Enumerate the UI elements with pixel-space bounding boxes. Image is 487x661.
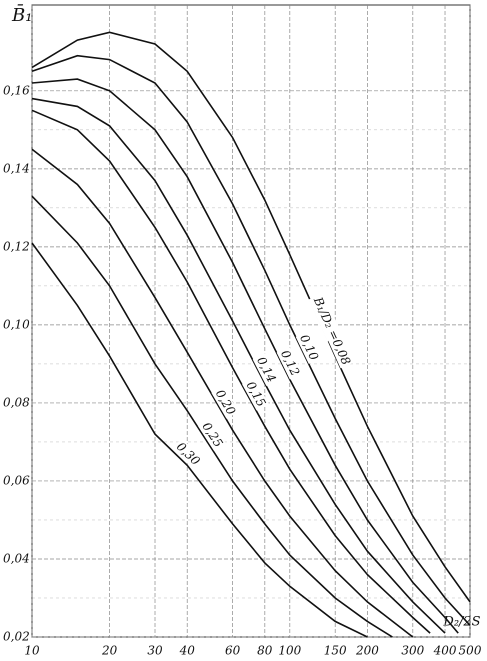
x-tick-label: 500 — [459, 644, 482, 658]
curve — [31, 78, 459, 634]
x-tick-label: 20 — [101, 644, 118, 658]
x-tick-label: 200 — [355, 644, 379, 658]
label-bg — [276, 346, 303, 380]
y-tick-label: 0,16 — [3, 83, 30, 97]
curve-label-group: 0,10 — [295, 330, 322, 364]
y-tick-label: 0,04 — [3, 551, 30, 565]
x-tick-label: 60 — [225, 644, 241, 658]
label-bg — [252, 352, 279, 387]
x-tick-label: 150 — [324, 644, 347, 658]
curve — [31, 109, 431, 634]
curve — [31, 97, 446, 634]
x-tick-label: 300 — [401, 644, 424, 658]
label-bg — [308, 292, 343, 342]
y-tick-label: 0,10 — [3, 317, 30, 331]
annotation: B₁/D₂ = — [310, 294, 342, 343]
y-tick-label: 0,06 — [3, 473, 30, 487]
curve-label-group: 0,12 — [276, 346, 303, 380]
y-tick-label: 0,08 — [3, 395, 30, 409]
x-tick-label: 40 — [179, 644, 196, 658]
curve — [31, 242, 368, 638]
y-axis-label: B̄₁ — [11, 3, 32, 26]
x-tick-label: 10 — [24, 644, 40, 658]
x-tick-label: 80 — [257, 644, 273, 658]
curve — [31, 148, 414, 638]
x-tick-label: 100 — [278, 644, 301, 658]
curve — [31, 195, 393, 638]
x-tick-label: 400 — [433, 644, 457, 658]
label-bg — [211, 385, 239, 419]
label-bg — [197, 418, 226, 452]
curve — [31, 31, 471, 603]
label-bg — [295, 330, 322, 364]
y-tick-label: 0,12 — [3, 239, 30, 253]
label-bg — [328, 335, 354, 369]
x-tick-label: 30 — [147, 644, 163, 658]
label-bg — [242, 377, 269, 411]
label-bg — [172, 438, 204, 470]
curve-label-group: 0,30 — [172, 438, 204, 470]
y-tick-label: 0,02 — [3, 630, 30, 644]
curve — [31, 54, 471, 626]
y-tick-label: 0,14 — [3, 161, 30, 175]
